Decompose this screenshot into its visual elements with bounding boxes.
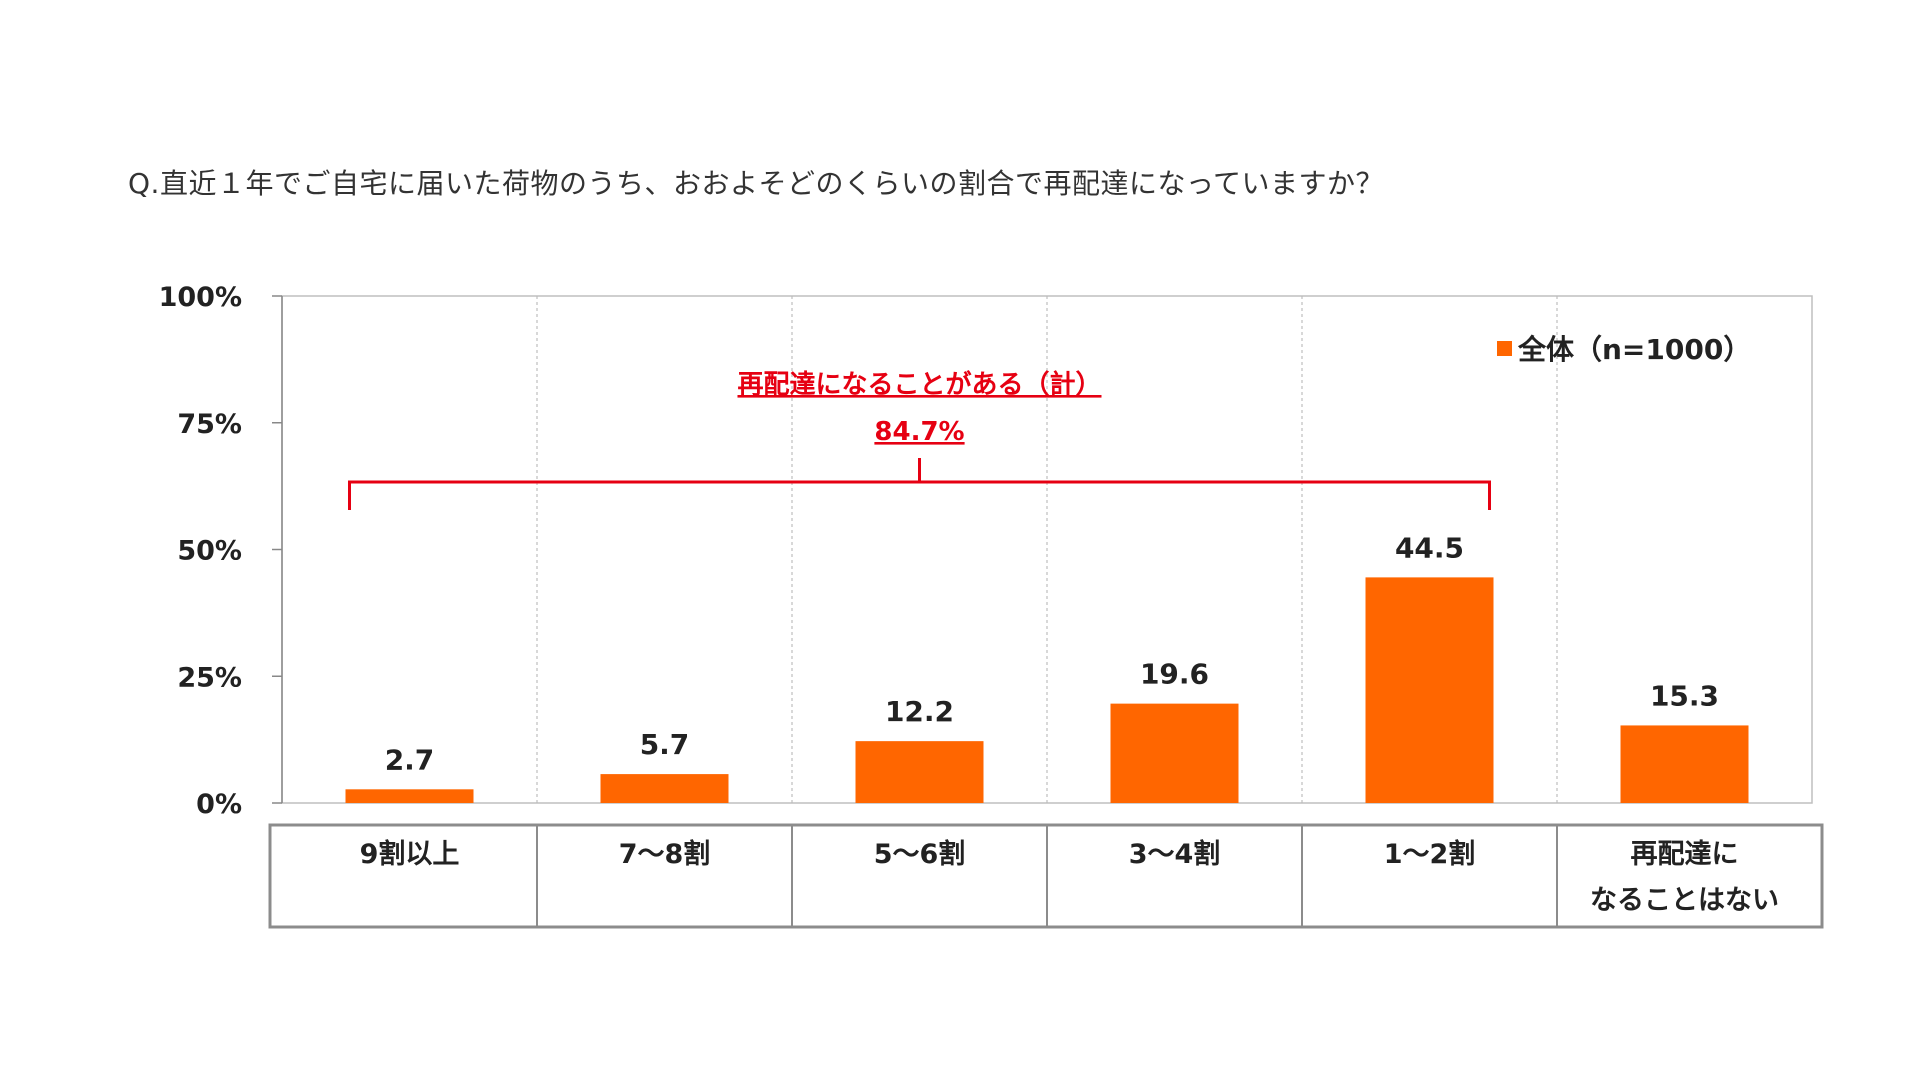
value-label: 5.7 (640, 728, 690, 761)
category-label: 9割以上 (360, 838, 460, 870)
question-title: Q.直近１年でご自宅に届いた荷物のうち、おおよそどのくらいの割合で再配達になって… (128, 167, 1385, 200)
y-tick-label: 25% (177, 662, 242, 693)
value-label: 44.5 (1395, 531, 1464, 564)
legend-swatch (1497, 341, 1512, 356)
annotation-value: 84.7% (874, 417, 964, 447)
y-axis: 0% 25% 50% 75% 100% (159, 282, 283, 820)
y-tick-label: 100% (159, 282, 242, 313)
category-label: 7～8割 (619, 838, 711, 870)
bar (1110, 703, 1239, 803)
y-tick-label: 75% (177, 409, 242, 440)
annotation-label: 再配達になることがある（計） (737, 369, 1101, 400)
value-label: 12.2 (885, 695, 954, 728)
annotation-bracket (348, 458, 1491, 510)
bar (600, 774, 729, 803)
legend: 全体（n=1000） (1497, 333, 1751, 366)
bar (345, 789, 474, 803)
bars (345, 577, 1749, 803)
value-labels: 2.7 5.7 12.2 19.6 44.5 15.3 (385, 531, 1719, 776)
bar (1620, 725, 1749, 803)
category-label: 5～6割 (874, 838, 966, 870)
category-label: 再配達に (1631, 839, 1739, 870)
y-tick-label: 50% (177, 536, 242, 567)
category-label: 3～4割 (1129, 838, 1221, 870)
value-label: 2.7 (385, 743, 435, 776)
y-tick-label: 0% (196, 789, 242, 820)
category-label: なることはない (1590, 885, 1779, 916)
value-label: 15.3 (1650, 679, 1719, 712)
grid-lines (536, 296, 1558, 803)
annotation: 再配達になることがある（計） 84.7% (348, 369, 1491, 510)
legend-label: 全体（n=1000） (1517, 333, 1751, 366)
category-label: 1～2割 (1384, 838, 1476, 870)
bar (855, 741, 984, 803)
bar (1365, 577, 1494, 803)
value-label: 19.6 (1140, 658, 1209, 691)
